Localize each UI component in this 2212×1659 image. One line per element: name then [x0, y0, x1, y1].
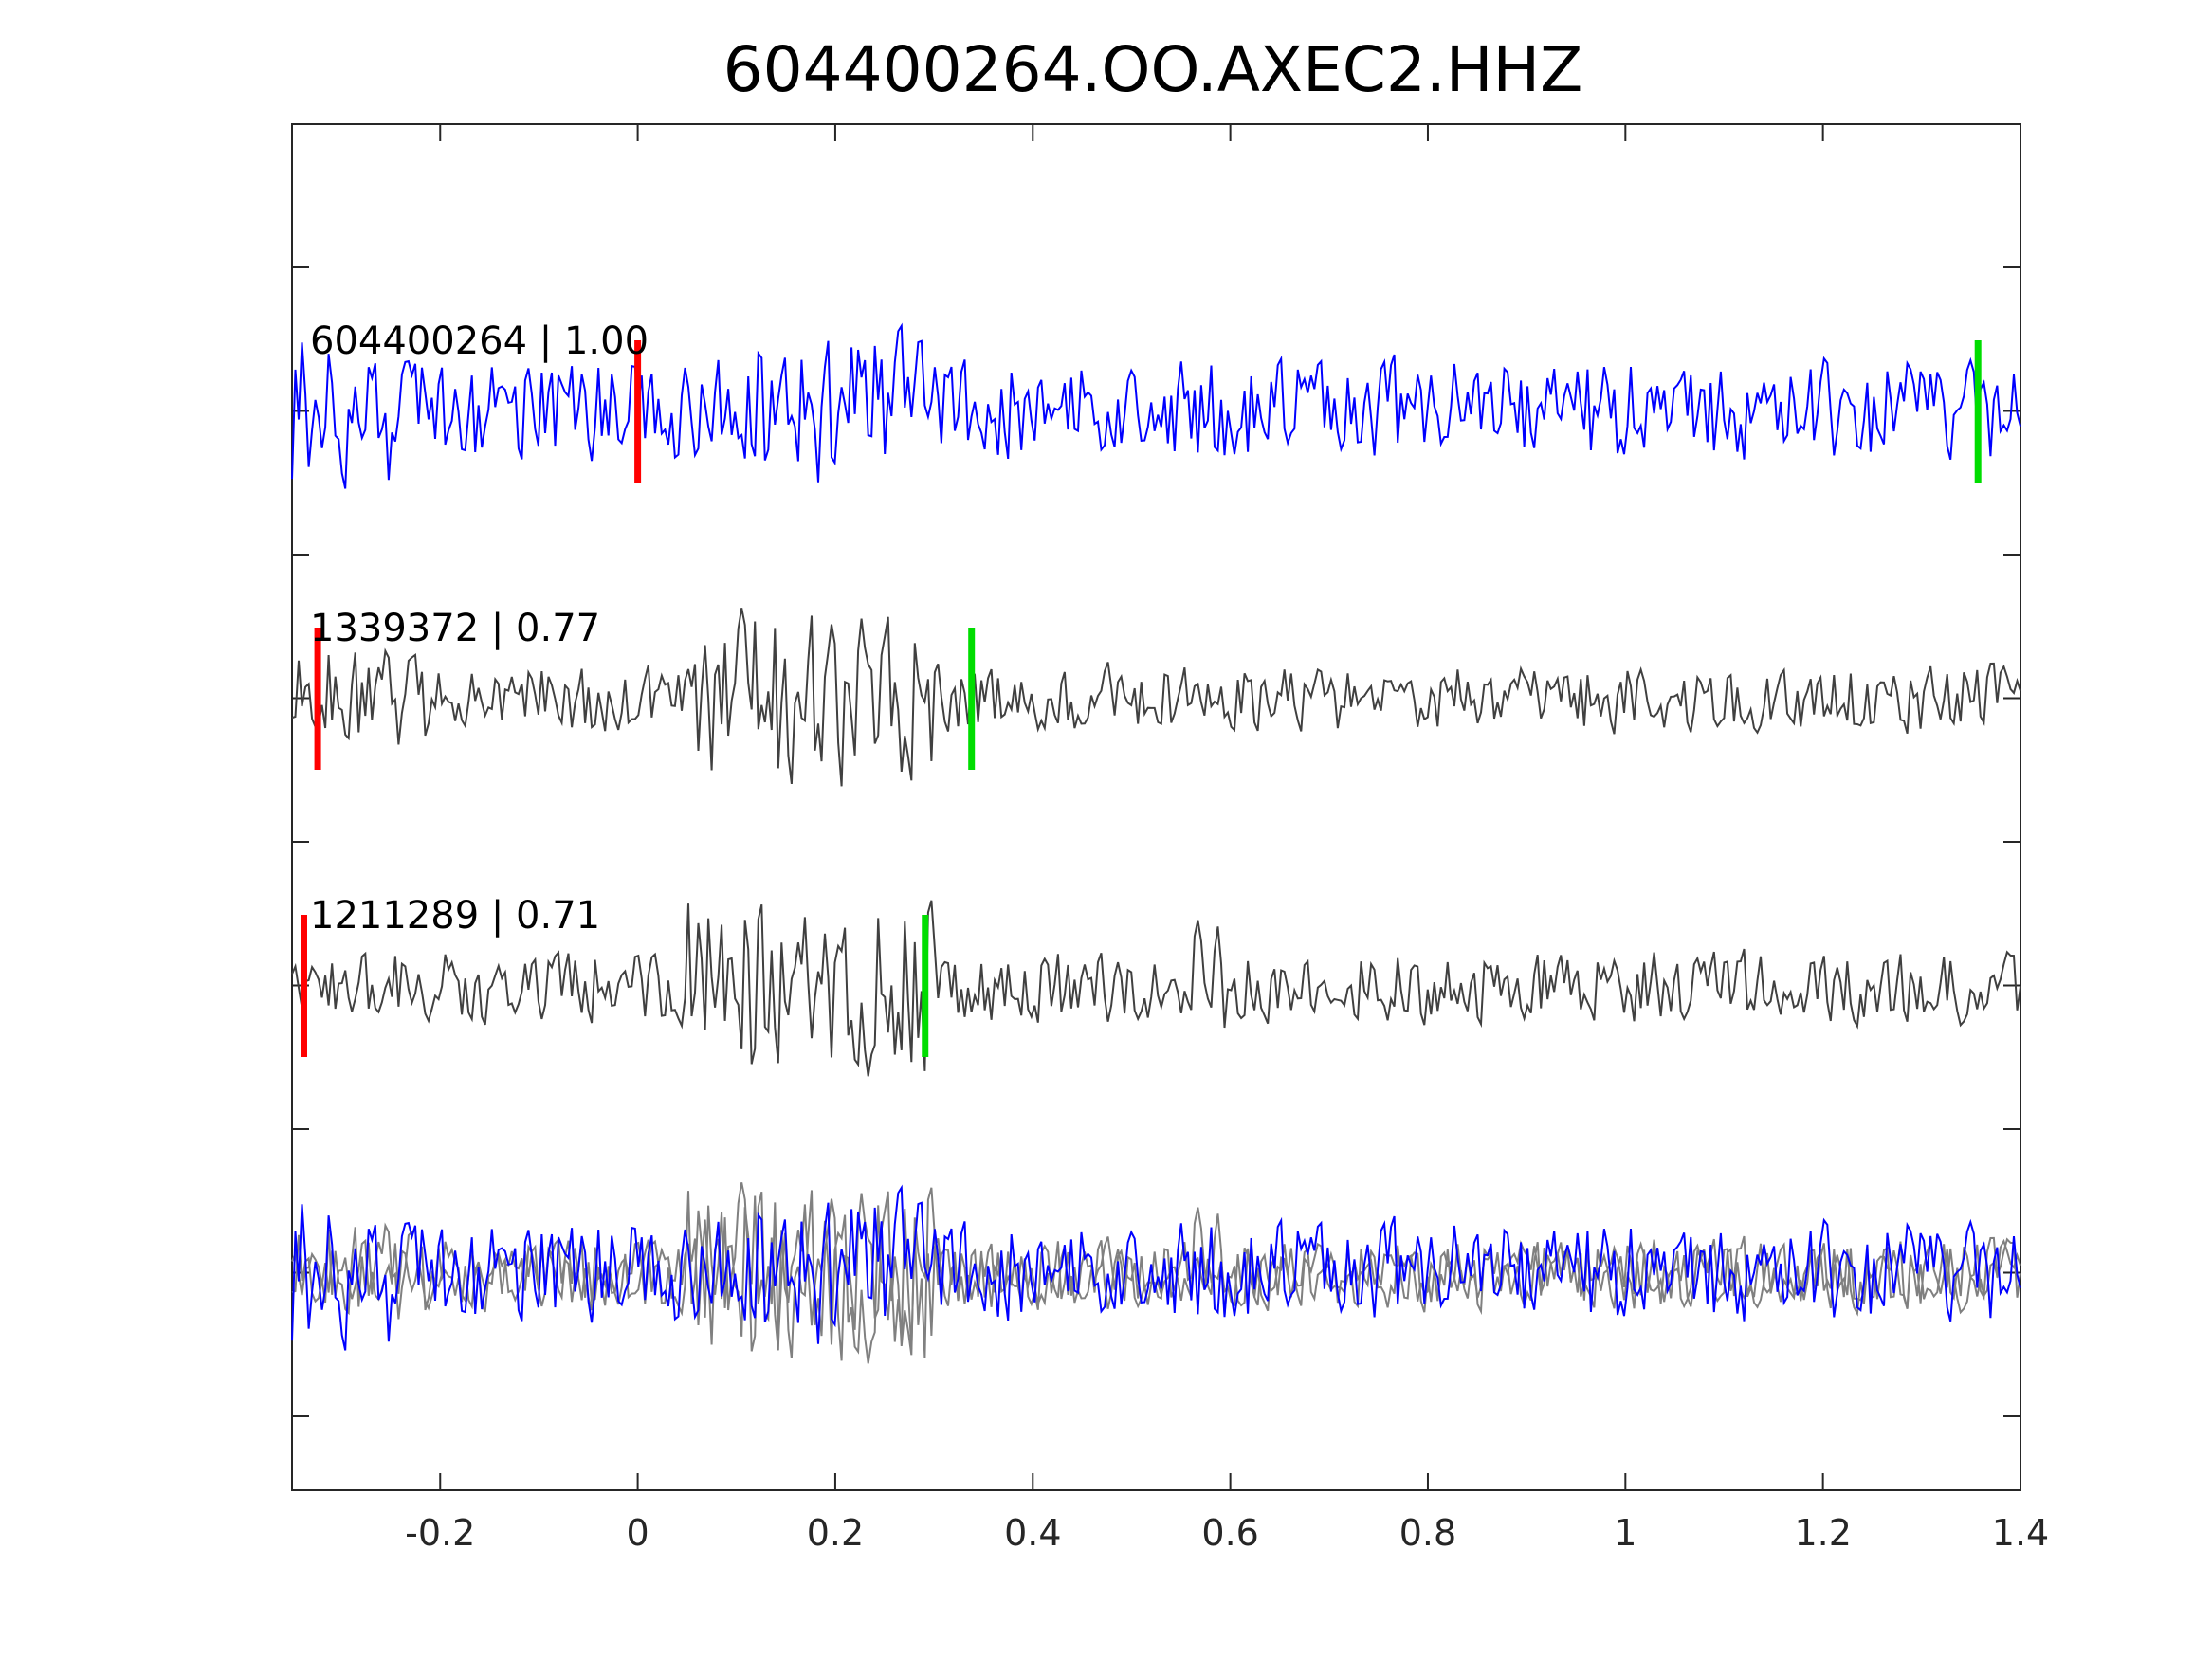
x-tick-label: 1 [1614, 1512, 1636, 1554]
x-tick-label: 0.6 [1201, 1512, 1258, 1554]
trace-1339372 [291, 608, 2021, 787]
trace-label: 604400264 | 1.00 [310, 319, 649, 363]
x-tick-label: 1.4 [1992, 1512, 2049, 1554]
trace-label: 1339372 | 0.77 [310, 607, 600, 650]
trace-labels: 604400264 | 1.00 1339372 | 0.77 1211289 | … [310, 319, 649, 938]
waveform-traces [291, 322, 2021, 1077]
x-tick-label: 0 [627, 1512, 649, 1554]
x-tick-label: 0.8 [1399, 1512, 1456, 1554]
trace-604400264 [291, 322, 2021, 489]
trace-1211289 [291, 900, 2021, 1077]
x-tick-label: 0.4 [1004, 1512, 1061, 1554]
chart-title: 604400264.OO.AXEC2.HHZ [723, 33, 1583, 106]
plot-area-frame [291, 123, 2021, 1491]
x-axis: -0.2 0 0.2 0.4 0.6 0.8 1 1.2 1.4 [405, 124, 2049, 1554]
overlay-trace-1211289 [291, 1187, 2021, 1364]
x-tick-label: -0.2 [405, 1512, 475, 1554]
overlay-traces [291, 1182, 2021, 1364]
x-tick-label: 0.2 [807, 1512, 864, 1554]
phase-picks [301, 340, 1982, 1057]
overlay-trace-604400264 [291, 1184, 2021, 1351]
x-tick-label: 1.2 [1794, 1512, 1851, 1554]
trace-label: 1211289 | 0.71 [310, 894, 600, 938]
